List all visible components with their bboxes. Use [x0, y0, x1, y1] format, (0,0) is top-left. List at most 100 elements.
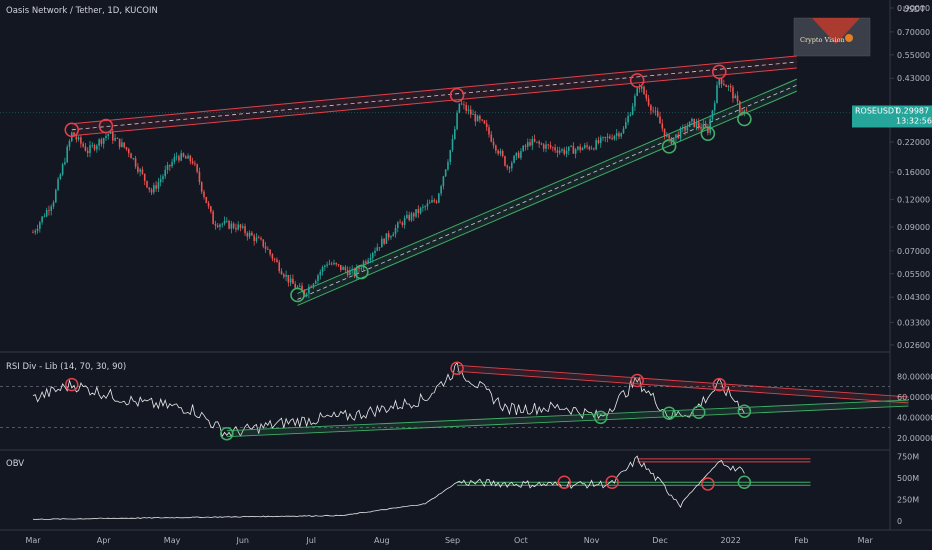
- candle: [554, 144, 556, 153]
- candle: [631, 103, 634, 116]
- candle: [499, 148, 502, 157]
- candle: [739, 100, 741, 115]
- rsi-touch-icon: [737, 404, 752, 418]
- candle: [668, 133, 670, 143]
- candle: [458, 103, 461, 114]
- candle: [127, 147, 130, 158]
- candle: [255, 233, 258, 244]
- time-tick-label: Jun: [236, 536, 250, 545]
- candle: [463, 100, 465, 110]
- candle: [123, 142, 125, 149]
- candle: [328, 259, 331, 265]
- candle: [77, 135, 80, 142]
- candle: [547, 143, 550, 150]
- candle: [447, 159, 449, 172]
- rsi-touch-icon: [450, 361, 464, 376]
- price-tick-label: 0.70000: [897, 28, 930, 37]
- candle: [342, 265, 344, 271]
- candle: [704, 120, 707, 128]
- candle: [469, 105, 472, 119]
- candle: [531, 135, 534, 151]
- candle: [745, 106, 748, 112]
- candle: [526, 138, 529, 151]
- candle: [734, 93, 737, 99]
- candle: [226, 217, 228, 223]
- candle: [602, 136, 604, 141]
- candle: [636, 86, 638, 97]
- candle: [613, 134, 616, 141]
- rsi-axis[interactable]: 80.00000 60.00000 40.00000 20.00000: [897, 372, 932, 442]
- candle: [629, 111, 632, 117]
- candle: [376, 243, 379, 252]
- candle: [314, 279, 317, 285]
- candle: [50, 204, 53, 216]
- candle: [246, 231, 249, 241]
- candle: [460, 100, 463, 106]
- candle: [223, 216, 226, 226]
- candle: [570, 145, 572, 148]
- candle: [205, 196, 208, 204]
- candle: [239, 223, 242, 232]
- obv-touch-icon: [605, 475, 619, 489]
- candle: [146, 180, 148, 189]
- obv-touch-icon: [557, 475, 571, 489]
- time-tick-label: Mar: [858, 536, 874, 545]
- candle: [150, 187, 153, 196]
- candle: [349, 266, 351, 276]
- resistance-touch-icon: [98, 118, 114, 134]
- support-touch-icon: [661, 139, 677, 154]
- logo-text: Crypto Vision: [800, 36, 845, 44]
- candle: [508, 166, 511, 173]
- candle: [351, 265, 353, 275]
- candle: [230, 220, 233, 234]
- candle: [383, 237, 385, 246]
- candle: [444, 169, 447, 178]
- candle: [260, 236, 262, 241]
- logo: Crypto Vision: [793, 17, 871, 57]
- candle: [237, 221, 239, 231]
- trend-channels: [71, 55, 797, 306]
- candle: [102, 137, 105, 149]
- obv-tick-label: 500M: [897, 474, 919, 483]
- candle: [278, 259, 281, 274]
- candle: [228, 219, 230, 230]
- price-tag-symbol: ROSEUSDT: [855, 106, 899, 115]
- obv-touch-icon: [701, 477, 715, 491]
- candle: [216, 222, 219, 229]
- candle: [597, 136, 600, 145]
- candle: [536, 141, 538, 144]
- candle: [310, 284, 312, 288]
- candle: [515, 152, 518, 160]
- obv-line: [32, 455, 745, 520]
- rsi-touch-icon: [65, 377, 79, 392]
- candle: [171, 158, 173, 169]
- candle: [654, 106, 657, 116]
- candle: [586, 142, 588, 150]
- candle: [627, 112, 629, 126]
- candle: [180, 150, 182, 162]
- candle: [419, 206, 422, 215]
- resistance-touch-icon: [449, 87, 465, 103]
- candle: [251, 230, 253, 236]
- candle: [235, 223, 237, 233]
- candle: [700, 123, 702, 133]
- candle: [454, 126, 456, 140]
- time-tick-label: Sep: [445, 536, 460, 545]
- time-axis[interactable]: Mar Apr May Jun Jul Aug Sep Oct Nov Dec 2022 Feb Mar: [25, 536, 873, 545]
- obv-axis[interactable]: 750M 500M 250M 0: [897, 452, 919, 526]
- candle: [340, 264, 342, 273]
- candle: [390, 235, 392, 240]
- resistance-channel-lower: [71, 67, 797, 137]
- candle: [162, 173, 164, 183]
- logo-triangle-icon: [812, 18, 860, 44]
- candle: [89, 140, 91, 158]
- candle: [285, 270, 287, 282]
- candle: [538, 140, 540, 148]
- candle: [298, 282, 301, 288]
- candle: [677, 131, 680, 140]
- candle: [392, 231, 395, 237]
- candle: [675, 134, 677, 143]
- candle: [134, 155, 137, 169]
